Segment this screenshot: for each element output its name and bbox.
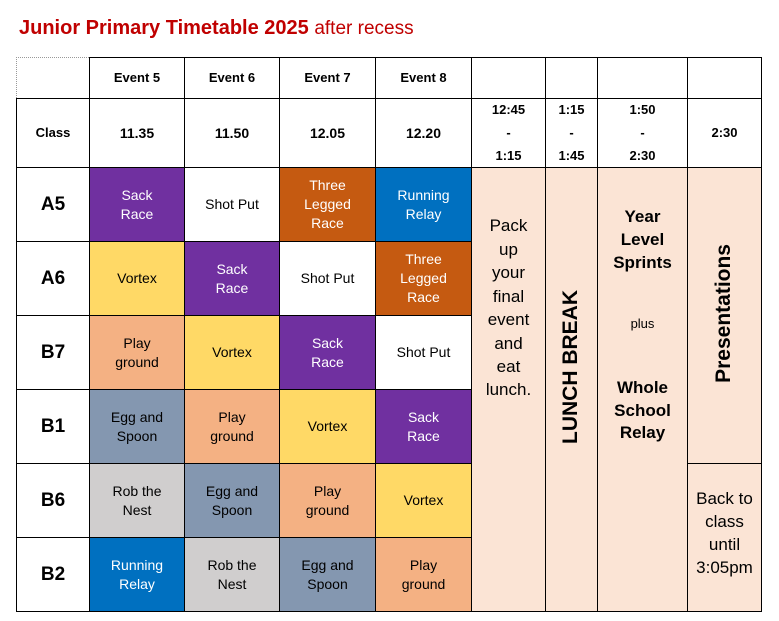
- event-cell: Vortex: [184, 315, 280, 391]
- event-cell: Play ground: [375, 537, 472, 613]
- event-cell: Shot Put: [279, 241, 376, 317]
- event-cell: Rob the Nest: [89, 463, 185, 539]
- class-label: B6: [16, 463, 90, 539]
- plus-label: plus: [630, 316, 655, 332]
- year-level-sprints: Year Level Sprints: [613, 207, 672, 273]
- event-cell: Egg and Spoon: [184, 463, 280, 539]
- slot-dash: -: [640, 124, 645, 140]
- timetable: Event 5 Event 6 Event 7 Event 8 Class 11…: [16, 57, 762, 613]
- event-cell: Play ground: [184, 389, 280, 465]
- class-row: A6 Vortex Sack Race Shot Put Three Legged R…: [16, 241, 762, 317]
- lunch-break-cell: LUNCH BREAK: [545, 167, 598, 613]
- slot-header: 12:45 - 1:15: [471, 97, 546, 169]
- class-header: Class: [16, 97, 90, 169]
- title-sub: after recess: [314, 18, 414, 39]
- blank-header: [687, 57, 762, 99]
- event-cell: Vortex: [279, 389, 376, 465]
- event-cell: Rob the Nest: [184, 537, 280, 613]
- time-header: 12.05: [279, 97, 376, 169]
- event-header: Event 7: [279, 57, 376, 99]
- event-cell: Three Legged Race: [375, 241, 472, 317]
- slot-time: 2:30: [629, 147, 656, 163]
- pack-up-cell: Pack up your final event and eat lunch.: [471, 167, 546, 613]
- slot-header: 2:30: [687, 97, 762, 169]
- time-header: 11.35: [89, 97, 185, 169]
- slot-dash: -: [569, 124, 574, 140]
- event-cell: Play ground: [279, 463, 376, 539]
- title-main: Junior Primary Timetable 2025: [19, 17, 309, 39]
- slot-time: 2:30: [711, 124, 738, 140]
- event-cell: Egg and Spoon: [279, 537, 376, 613]
- class-label: A5: [16, 167, 90, 243]
- class-label: B2: [16, 537, 90, 613]
- slot-header: 1:15 - 1:45: [545, 97, 598, 169]
- whole-school-relay: Whole School Relay: [614, 377, 671, 443]
- time-header-row: Class 11.35 11.50 12.05 12.20 12:45 - 1:…: [16, 97, 762, 169]
- blank-header: [545, 57, 598, 99]
- class-label: A6: [16, 241, 90, 317]
- blank-header: [597, 57, 688, 99]
- class-row: B6 Rob the Nest Egg and Spoon Play ground V…: [16, 463, 762, 613]
- corner-cell: [16, 57, 90, 99]
- event-header: Event 8: [375, 57, 472, 99]
- slot-time: 1:50: [629, 102, 656, 117]
- event-header: Event 5: [89, 57, 185, 99]
- class-row: B1 Egg and Spoon Play ground Vortex Sack Ra…: [16, 389, 762, 465]
- slot-header: 1:50 - 2:30: [597, 97, 688, 169]
- event-cell: Sack Race: [184, 241, 280, 317]
- back-to-class-cell: Back to class until 3:05pm: [687, 463, 762, 613]
- event-cell: Running Relay: [375, 167, 472, 243]
- presentations-label: Presentations: [712, 243, 736, 383]
- sprints-relay-cell: Year Level Sprints plus Whole School Relay: [597, 167, 688, 613]
- slot-time: 1:45: [558, 147, 585, 163]
- time-header: 12.20: [375, 97, 472, 169]
- class-row: A5 Sack Race Shot Put Three Legged Race Run…: [16, 167, 762, 613]
- time-header: 11.50: [184, 97, 280, 169]
- event-header: Event 6: [184, 57, 280, 99]
- event-cell: Play ground: [89, 315, 185, 391]
- page-title: Junior Primary Timetable 2025 after rece…: [19, 17, 414, 40]
- event-cell: Sack Race: [89, 167, 185, 243]
- slot-time: 1:15: [558, 102, 585, 117]
- event-cell: Vortex: [89, 241, 185, 317]
- lunch-break-label: LUNCH BREAK: [559, 290, 583, 445]
- event-cell: Egg and Spoon: [89, 389, 185, 465]
- class-label: B7: [16, 315, 90, 391]
- slot-time: 12:45: [491, 102, 526, 117]
- slot-dash: -: [506, 124, 511, 140]
- event-cell: Sack Race: [279, 315, 376, 391]
- event-cell: Sack Race: [375, 389, 472, 465]
- class-row: B7 Play ground Vortex Sack Race Shot Put: [16, 315, 762, 391]
- presentations-cell: Presentations: [687, 167, 762, 464]
- blank-header: [471, 57, 546, 99]
- class-label: B1: [16, 389, 90, 465]
- event-cell: Shot Put: [184, 167, 280, 243]
- event-cell: Three Legged Race: [279, 167, 376, 243]
- event-cell: Shot Put: [375, 315, 472, 391]
- slot-time: 1:15: [495, 147, 522, 163]
- event-header-row: Event 5 Event 6 Event 7 Event 8: [16, 57, 762, 99]
- event-cell: Vortex: [375, 463, 472, 539]
- event-cell: Running Relay: [89, 537, 185, 613]
- class-row: B2 Running Relay Rob the Nest Egg and Spoon…: [16, 537, 762, 613]
